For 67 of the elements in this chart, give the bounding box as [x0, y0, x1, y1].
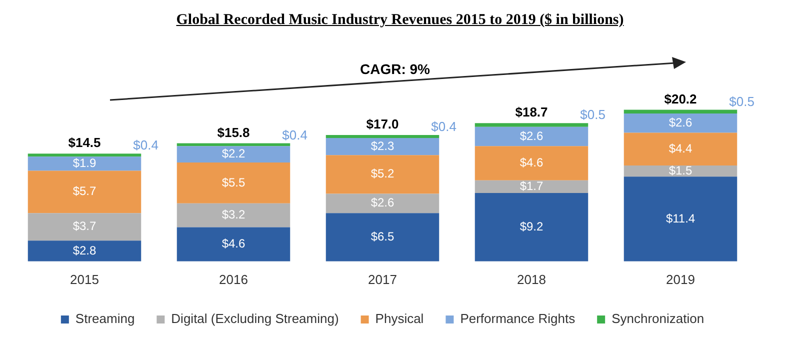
x-tick-label: 2017	[368, 272, 397, 287]
bar	[326, 155, 440, 194]
data-label: $3.7	[72, 219, 96, 234]
bar	[176, 162, 290, 204]
data-label: $4.6	[222, 236, 246, 251]
data-label: $5.2	[370, 166, 394, 181]
x-tick-label: 2019	[666, 272, 695, 287]
data-label: $2.8	[72, 243, 96, 258]
x-tick-label: 2015	[70, 272, 99, 287]
data-label: $0.5	[580, 107, 606, 122]
bar	[176, 203, 290, 228]
data-label: $0.4	[133, 138, 158, 153]
data-label: $0.4	[282, 127, 308, 142]
data-label: $4.4	[668, 141, 692, 156]
bar	[176, 227, 290, 262]
bar	[176, 143, 290, 146]
text: CAGR: 9%	[360, 60, 431, 77]
data-label: $11.4	[666, 211, 696, 226]
bar	[624, 166, 738, 177]
legend-label: Performance Rights	[460, 311, 576, 326]
bar	[28, 213, 142, 241]
total-label: $20.2	[664, 91, 697, 106]
legend-label: Synchronization	[612, 311, 704, 326]
chart-title: Global Recorded Music Industry Revenues 2015 to 2019 ($ in billions)	[175, 12, 625, 29]
bar	[326, 135, 440, 138]
data-label: $9.2	[520, 220, 544, 234]
total-label: $15.8	[217, 124, 250, 140]
bar	[474, 126, 588, 146]
total-label: $18.7	[515, 104, 548, 120]
bar	[474, 193, 588, 262]
data-label: $1.7	[520, 179, 544, 194]
total-label: $14.5	[68, 135, 101, 150]
bar	[474, 123, 588, 127]
data-label: $0.4	[431, 119, 456, 134]
data-label: $6.5	[370, 230, 394, 244]
legend-label: Digital (Excluding Streaming)	[171, 311, 339, 326]
bar	[326, 213, 440, 262]
x-tick-label: 2018	[517, 272, 546, 287]
bar	[624, 132, 738, 166]
bar	[474, 180, 588, 194]
data-label: $3.2	[222, 208, 246, 222]
data-label: $2.6	[668, 115, 692, 130]
bar	[28, 240, 142, 262]
data-label: $1.9	[72, 156, 96, 170]
bar	[176, 146, 290, 163]
data-label: $5.7	[72, 184, 96, 198]
bar	[624, 176, 738, 262]
data-label: $4.6	[520, 156, 544, 170]
data-label: $2.6	[520, 128, 544, 143]
bar	[28, 170, 142, 214]
bar	[28, 156, 142, 171]
bar	[326, 194, 440, 214]
total-label: $17.0	[366, 116, 399, 132]
bar	[624, 110, 738, 114]
data-label: $1.5	[668, 163, 692, 178]
bar	[326, 138, 440, 156]
data-label: $2.3	[370, 138, 394, 153]
legend-label: Streaming	[75, 311, 135, 326]
data-label: $2.2	[222, 146, 246, 161]
bar	[624, 113, 738, 133]
bar	[28, 154, 142, 157]
bar	[474, 146, 588, 180]
legend-label: Physical	[375, 311, 424, 326]
data-label: $2.6	[370, 196, 394, 210]
data-label: $5.5	[222, 175, 246, 190]
x-tick-label: 2016	[219, 272, 248, 287]
data-label: $0.5	[729, 94, 754, 109]
